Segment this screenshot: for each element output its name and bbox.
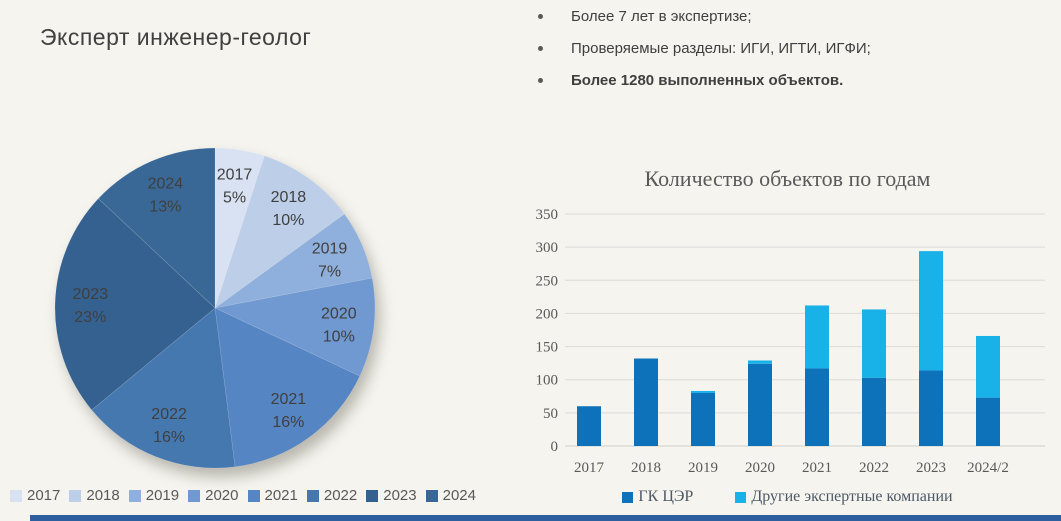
y-axis-tick: 250 <box>536 273 559 289</box>
pie-legend-item: 2020 <box>188 487 239 504</box>
bar-chart-title: Количество объектов по годам <box>644 166 931 191</box>
legend-swatch-icon <box>366 489 379 502</box>
pie-legend-item: 2018 <box>69 487 120 504</box>
bar-segment <box>862 377 886 446</box>
pie-slice-2020 <box>214 277 376 377</box>
x-axis-label: 2017 <box>574 460 605 476</box>
x-axis-label: 2018 <box>631 460 661 476</box>
legend-swatch-icon <box>622 491 634 503</box>
bar-chart-svg: 0 50 100 150 200 250 300 350 2017 2018 2019 2020 202… <box>536 207 1045 476</box>
legend-label: 2022 <box>323 487 358 504</box>
y-axis-tick: 200 <box>536 306 559 322</box>
bar-segment <box>976 397 1000 446</box>
legend-swatch-icon <box>69 489 82 502</box>
legend-label: 2017 <box>27 487 61 504</box>
legend-swatch-icon <box>247 489 260 502</box>
x-axis-label: 2022 <box>859 460 889 476</box>
bar-legend-item: Другие экспертные компании <box>735 488 953 506</box>
bullet-text: Более 1280 выполненных объектов. <box>571 72 844 89</box>
bullet-text: Более 7 лет в экспертизе; <box>571 8 752 25</box>
pie-slice-label: 2017 5% <box>217 167 253 207</box>
bar-legend-item: ГК ЦЭР <box>622 488 693 506</box>
pie-slice-label: 2018 10% <box>271 189 307 229</box>
pie-slice-2022 <box>91 307 236 469</box>
legend-swatch-icon <box>10 489 22 502</box>
bar-segment <box>691 390 715 393</box>
x-axis-label: 2023 <box>916 460 946 476</box>
pie-legend-item: 2021 <box>247 487 298 504</box>
bar-segment <box>577 406 601 446</box>
y-axis-tick: 100 <box>536 373 559 389</box>
bar-segment <box>748 363 772 446</box>
legend-swatch-icon <box>188 489 201 502</box>
bar-segment <box>919 251 943 371</box>
bar-segment <box>862 309 886 378</box>
pie-legend-item: 2019 <box>128 487 180 504</box>
legend-swatch-icon <box>128 489 141 502</box>
legend-label: 2021 <box>264 487 298 504</box>
bullet-item: Проверяемые разделы: ИГИ, ИГТИ, ИГФИ; <box>530 38 1055 70</box>
legend-label: ГК ЦЭР <box>638 488 694 505</box>
pie-legend-item: 2017 <box>10 487 60 504</box>
pie-slice-2018 <box>214 155 345 309</box>
pie-slice-label: 2023 23% <box>73 286 109 326</box>
bullet-list: Более 7 лет в экспертизе; Проверяемые ра… <box>530 6 1055 102</box>
y-axis-tick: 0 <box>551 439 559 455</box>
pie-slice-2023 <box>54 198 216 411</box>
x-axis-label: 2021 <box>802 460 832 476</box>
y-axis-tick: 150 <box>536 340 559 356</box>
bullet-dot-icon <box>538 78 543 83</box>
y-axis-tick: 300 <box>536 240 559 256</box>
x-axis-label: 2020 <box>745 460 775 476</box>
bullet-text: Проверяемые разделы: ИГИ, ИГТИ, ИГФИ; <box>571 40 871 57</box>
bar-segment <box>691 392 715 446</box>
bar-segment <box>805 368 829 446</box>
legend-swatch-icon <box>735 491 747 503</box>
bullet-dot-icon <box>538 46 543 51</box>
legend-label: Другие экспертные компании <box>751 488 953 505</box>
y-axis-tick: 350 <box>536 207 559 223</box>
x-axis-label: 2019 <box>688 460 718 476</box>
bar-segment <box>805 305 829 369</box>
bar-segment <box>748 360 772 364</box>
pie-slice-2021 <box>214 307 361 468</box>
bullet-item: Более 1280 выполненных объектов. <box>530 70 1055 102</box>
legend-swatch-icon <box>306 489 319 502</box>
page-title: Эксперт инженер-геолог <box>40 24 312 50</box>
legend-swatch-icon <box>425 489 438 502</box>
bar-segment <box>634 358 658 446</box>
bullet-item: Более 7 лет в экспертизе; <box>530 6 1055 38</box>
pie-chart: 2017 5% 2018 10% 2019 7% 2020 10% 2021 16% 2022 16%… <box>45 138 385 478</box>
legend-label: 2018 <box>86 487 120 504</box>
legend-label: 2024 <box>442 487 476 504</box>
bar-chart-legend: ГК ЦЭР Другие экспертные компании <box>520 488 1055 506</box>
legend-label: 2023 <box>383 487 417 504</box>
legend-label: 2020 <box>205 487 239 504</box>
bar-segment <box>976 335 1000 398</box>
pie-legend-item: 2024 <box>425 487 476 504</box>
y-axis-tick: 50 <box>543 406 558 422</box>
pie-slice-2024 <box>97 147 216 309</box>
pie-legend-item: 2023 <box>366 487 417 504</box>
bottom-accent-bar <box>30 515 1061 521</box>
bar-chart-block: Количество объектов по годам 0 50 100 150 20… <box>520 150 1055 521</box>
pie-slice-2017 <box>214 147 265 309</box>
pie-slice-2019 <box>214 213 373 309</box>
pie-legend: 2017 2018 2019 2020 2021 2022 2023 2024 <box>10 487 476 504</box>
pie-slice-label: 2020 10% <box>321 306 357 346</box>
bullet-dot-icon <box>538 14 543 19</box>
pie-slice-label: 2019 7% <box>312 240 348 280</box>
pie-slice-label: 2022 16% <box>151 406 187 446</box>
x-axis-label: 2024/2 <box>967 460 1009 476</box>
pie-chart-svg: 2017 5% 2018 10%2019 7% 2020 10% 2021 16% 2022 16%… <box>54 147 376 469</box>
pie-legend-item: 2022 <box>306 487 358 504</box>
pie-slice-label: 2024 13% <box>148 176 184 216</box>
legend-label: 2019 <box>145 487 180 504</box>
pie-slice-label: 2021 16% <box>271 391 307 431</box>
bar-segment <box>919 370 943 446</box>
